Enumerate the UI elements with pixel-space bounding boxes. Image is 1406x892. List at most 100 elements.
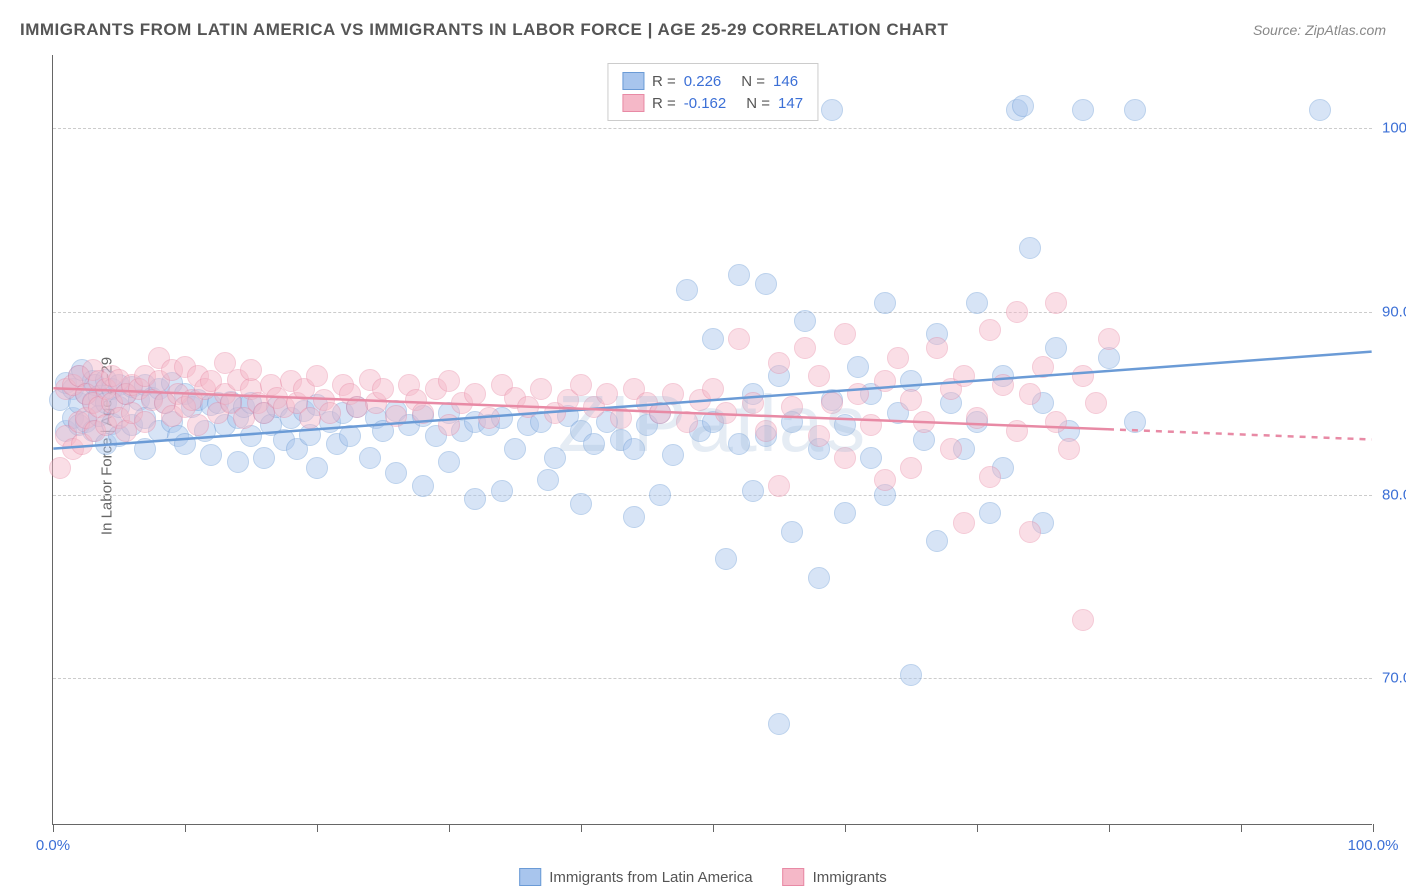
data-point xyxy=(979,319,1001,341)
data-point xyxy=(623,438,645,460)
legend-R-value-pink: -0.162 xyxy=(684,95,727,112)
data-point xyxy=(583,433,605,455)
legend-row-blue: R = 0.226 N = 146 xyxy=(622,70,803,92)
data-point xyxy=(1012,95,1034,117)
data-point xyxy=(874,469,896,491)
data-point xyxy=(979,502,1001,524)
legend-swatch-blue xyxy=(519,868,541,886)
data-point xyxy=(900,389,922,411)
data-point xyxy=(728,264,750,286)
legend-N-value-blue: 146 xyxy=(773,73,798,90)
chart-title: IMMIGRANTS FROM LATIN AMERICA VS IMMIGRA… xyxy=(20,20,948,40)
data-point xyxy=(570,374,592,396)
x-tick xyxy=(1241,824,1242,832)
data-point xyxy=(385,462,407,484)
data-point xyxy=(966,292,988,314)
data-point xyxy=(253,447,275,469)
x-tick xyxy=(53,824,54,832)
data-point xyxy=(808,425,830,447)
legend-swatch-blue xyxy=(622,72,644,90)
legend-R-label: R = xyxy=(652,95,676,112)
data-point xyxy=(794,337,816,359)
x-tick xyxy=(581,824,582,832)
data-point xyxy=(227,451,249,473)
gridline xyxy=(53,128,1372,129)
data-point xyxy=(544,447,566,469)
data-point xyxy=(860,414,882,436)
data-point xyxy=(900,457,922,479)
data-point xyxy=(847,356,869,378)
y-tick-label: 100.0% xyxy=(1382,120,1406,137)
gridline xyxy=(53,495,1372,496)
legend-item-pink: Immigrants xyxy=(783,868,887,886)
legend-N-label: N = xyxy=(741,73,765,90)
data-point xyxy=(504,438,526,460)
data-point xyxy=(768,713,790,735)
data-point xyxy=(834,323,856,345)
data-point xyxy=(1045,411,1067,433)
data-point xyxy=(992,374,1014,396)
data-point xyxy=(742,480,764,502)
x-tick xyxy=(449,824,450,832)
data-point xyxy=(1072,365,1094,387)
data-point xyxy=(385,405,407,427)
data-point xyxy=(834,414,856,436)
data-point xyxy=(794,310,816,332)
data-point xyxy=(530,378,552,400)
legend-label-blue: Immigrants from Latin America xyxy=(549,869,752,886)
data-point xyxy=(610,407,632,429)
data-point xyxy=(781,396,803,418)
data-point xyxy=(319,402,341,424)
x-tick xyxy=(845,824,846,832)
data-point xyxy=(306,457,328,479)
data-point xyxy=(412,475,434,497)
data-point xyxy=(1045,337,1067,359)
data-point xyxy=(1045,292,1067,314)
y-tick-label: 80.0% xyxy=(1382,487,1406,504)
data-point xyxy=(306,365,328,387)
data-point xyxy=(134,438,156,460)
data-point xyxy=(1072,99,1094,121)
data-point xyxy=(926,337,948,359)
data-point xyxy=(821,392,843,414)
x-tick xyxy=(977,824,978,832)
data-point xyxy=(372,378,394,400)
data-point xyxy=(49,457,71,479)
data-point xyxy=(676,411,698,433)
data-point xyxy=(913,411,935,433)
data-point xyxy=(517,396,539,418)
data-point xyxy=(834,447,856,469)
data-point xyxy=(715,548,737,570)
data-point xyxy=(1019,383,1041,405)
legend-swatch-pink xyxy=(783,868,805,886)
data-point xyxy=(187,414,209,436)
data-point xyxy=(874,370,896,392)
data-point xyxy=(1006,301,1028,323)
data-point xyxy=(834,502,856,524)
data-point xyxy=(346,396,368,418)
data-point xyxy=(649,484,671,506)
gridline xyxy=(53,678,1372,679)
data-point xyxy=(768,352,790,374)
plot-area: ZIPatlas R = 0.226 N = 146 R = -0.162 N … xyxy=(52,55,1372,825)
data-point xyxy=(464,383,486,405)
data-point xyxy=(570,493,592,515)
data-point xyxy=(676,279,698,301)
data-point xyxy=(926,530,948,552)
data-point xyxy=(728,328,750,350)
data-point xyxy=(1058,438,1080,460)
data-point xyxy=(478,407,500,429)
data-point xyxy=(649,402,671,424)
data-point xyxy=(1006,420,1028,442)
legend-N-value-pink: 147 xyxy=(778,95,803,112)
data-point xyxy=(860,447,882,469)
data-point xyxy=(174,433,196,455)
data-point xyxy=(537,469,559,491)
data-point xyxy=(1098,328,1120,350)
data-point xyxy=(702,328,724,350)
data-point xyxy=(412,402,434,424)
data-point xyxy=(768,475,790,497)
data-point xyxy=(808,365,830,387)
legend-row-pink: R = -0.162 N = 147 xyxy=(622,92,803,114)
data-point xyxy=(1124,411,1146,433)
